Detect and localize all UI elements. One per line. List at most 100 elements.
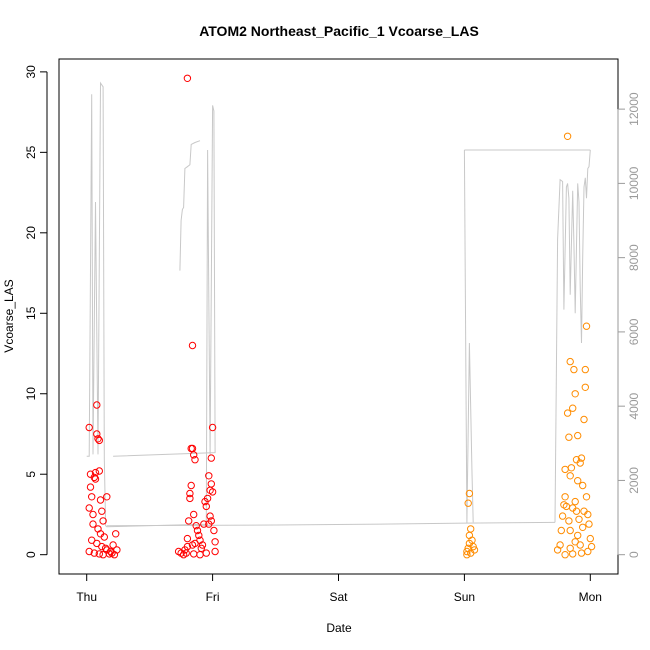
- data-point-s1-58: [580, 507, 588, 515]
- data-point-s0-65: [203, 494, 212, 503]
- data-point-s1-19: [561, 465, 569, 474]
- data-point-s1-29: [571, 497, 579, 506]
- data-point-s0-15: [98, 507, 106, 515]
- y-tick-label-6: 30: [24, 65, 38, 79]
- data-point-s0-76: [211, 538, 219, 546]
- data-point-s0-44: [186, 489, 194, 498]
- data-point-s0-55: [193, 526, 202, 535]
- y-tick-label-1: 5: [24, 471, 38, 478]
- axes-layer: Thu Fri Sat Sun Mon 0 5 10 15 20 25 30 0 2000 4000 6000…: [24, 58, 641, 604]
- data-point-s0-52: [183, 74, 192, 83]
- y2-tick-label-0: 0: [627, 551, 641, 558]
- data-point-s1-53: [576, 541, 584, 549]
- data-point-s0-23: [98, 542, 106, 551]
- data-point-s0-0: [85, 423, 93, 432]
- data-point-s0-4: [85, 504, 93, 512]
- data-point-s0-28: [95, 550, 104, 558]
- data-point-s1-37: [579, 523, 587, 531]
- data-point-s1-10: [470, 546, 479, 554]
- data-point-s1-47: [577, 549, 586, 557]
- data-point-s1-55: [569, 504, 577, 512]
- data-point-s0-29: [99, 551, 107, 559]
- data-point-s1-0: [463, 547, 471, 556]
- data-point-s1-11: [463, 551, 471, 559]
- data-point-s0-45: [186, 494, 194, 503]
- data-point-s0-50: [191, 456, 199, 464]
- data-point-s1-20: [563, 409, 572, 417]
- data-point-s1-34: [576, 459, 584, 467]
- data-point-s1-28: [571, 390, 579, 398]
- data-point-s0-72: [205, 472, 213, 480]
- y2-tick-label-3: 6000: [627, 318, 641, 345]
- altitude-line-segment-4: [554, 149, 591, 523]
- plot-frame: [58, 58, 619, 575]
- data-point-s0-37: [106, 547, 115, 556]
- data-point-s0-8: [91, 475, 100, 483]
- data-point-s1-59: [582, 493, 591, 501]
- data-point-s0-42: [183, 534, 192, 543]
- data-point-s0-46: [187, 481, 195, 490]
- data-point-s0-20: [100, 533, 109, 541]
- data-point-s1-4: [467, 525, 475, 533]
- data-point-s1-52: [574, 531, 582, 540]
- y2-tick-label-5: 10000: [627, 166, 641, 200]
- data-point-s0-27: [90, 549, 99, 557]
- data-point-s1-21: [565, 433, 573, 441]
- data-point-s0-64: [202, 502, 211, 511]
- y2-tick-label-4: 8000: [627, 244, 641, 271]
- altitude-line-segment-2: [106, 521, 556, 527]
- data-point-s0-11: [94, 435, 102, 443]
- data-point-s0-43: [185, 517, 193, 525]
- y-tick-label-4: 20: [24, 226, 38, 240]
- data-point-s0-67: [206, 512, 214, 520]
- data-point-s1-56: [574, 431, 582, 440]
- altitude-line-layer: [86, 81, 591, 528]
- data-point-s1-15: [558, 512, 567, 520]
- data-point-s1-49: [561, 551, 569, 559]
- y-tick-label-5: 25: [24, 145, 38, 159]
- data-point-s0-49: [190, 451, 198, 459]
- data-point-s0-21: [88, 536, 96, 544]
- data-point-s1-54: [563, 132, 572, 141]
- data-point-s0-2: [86, 483, 95, 491]
- data-point-s0-17: [89, 520, 97, 528]
- data-point-s0-75: [210, 526, 218, 535]
- data-point-s1-44: [586, 534, 594, 543]
- altitude-line-segment-0: [86, 81, 216, 528]
- data-point-s0-70: [207, 480, 216, 488]
- data-point-s0-79: [196, 551, 204, 559]
- data-point-s1-57: [566, 357, 574, 366]
- data-point-s1-17: [561, 493, 569, 501]
- data-point-s1-5: [464, 499, 472, 507]
- y2-tick-label-1: 2000: [627, 467, 641, 494]
- data-point-s0-35: [112, 530, 120, 538]
- data-point-s0-12: [95, 436, 104, 445]
- y2-tick-label-6: 12000: [627, 92, 641, 126]
- data-point-s1-25: [567, 464, 576, 472]
- data-point-s0-14: [96, 496, 105, 504]
- y-tick-label-3: 15: [24, 306, 38, 320]
- data-point-s0-13: [95, 467, 104, 475]
- data-point-s1-36: [579, 481, 587, 490]
- data-point-s0-36: [103, 493, 111, 501]
- data-point-s0-82: [182, 549, 190, 557]
- data-point-s1-6: [465, 489, 474, 498]
- x-tick-label-1: Fri: [206, 590, 220, 604]
- data-point-s0-61: [198, 541, 207, 549]
- data-point-s1-27: [570, 365, 578, 374]
- data-point-s0-5: [89, 510, 97, 519]
- data-point-s0-34: [109, 541, 117, 549]
- chart-title: ATOM2 Northeast_Pacific_1 Vcoarse_LAS: [199, 23, 479, 39]
- data-point-s1-38: [580, 415, 588, 424]
- data-point-s1-33: [575, 515, 583, 523]
- data-point-s1-35: [577, 454, 586, 462]
- x-tick-label-3: Sun: [454, 590, 475, 604]
- altitude-line-segment-1: [179, 140, 201, 271]
- data-point-s0-26: [85, 547, 93, 556]
- data-point-s0-73: [207, 454, 216, 462]
- data-point-s1-45: [587, 542, 596, 551]
- data-point-s1-41: [582, 322, 591, 330]
- data-point-s0-68: [207, 517, 216, 525]
